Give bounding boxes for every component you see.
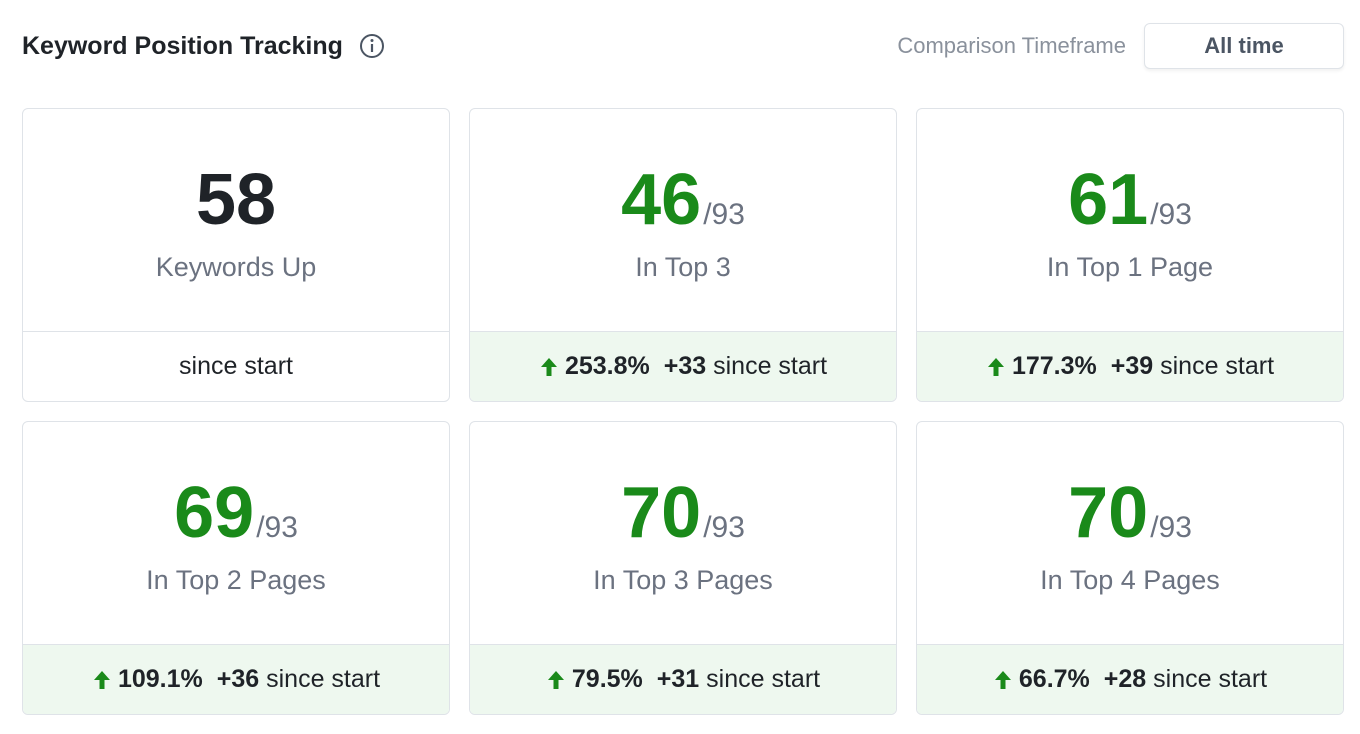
up-arrow <box>540 357 557 376</box>
footer-text: since start <box>1153 665 1268 693</box>
metric-value: 58 <box>195 159 277 240</box>
metric-total: /93 <box>256 510 298 544</box>
value-row: 70/93 <box>621 477 745 557</box>
card-footer: 177.3% +39 since start <box>917 332 1343 401</box>
spacer <box>259 665 266 694</box>
value-row: 61/93 <box>1068 164 1192 244</box>
metric-label: Keywords Up <box>155 251 317 282</box>
metric-value: 70 <box>1068 472 1149 553</box>
metric-label: In Top 3 Pages <box>593 564 773 595</box>
spacer <box>706 352 713 381</box>
header: Keyword Position Tracking Comparison Tim… <box>22 22 1344 70</box>
metric-label: In Top 3 <box>635 251 731 282</box>
timeframe-label: Comparison Timeframe <box>897 33 1126 58</box>
change-delta: +33 <box>663 352 707 380</box>
metric-card: 70/93 In Top 4 Pages 66.7% +28 since start <box>916 421 1344 715</box>
card-body: 61/93 In Top 1 Page <box>917 109 1343 332</box>
metric-card: 61/93 In Top 1 Page 177.3% +39 since start <box>916 108 1344 402</box>
metric-card: 58 Keywords Up since start <box>22 108 450 402</box>
card-body: 58 Keywords Up <box>23 109 449 332</box>
change-percent: 253.8% <box>564 352 650 380</box>
value-row: 69/93 <box>174 477 298 557</box>
metric-value: 70 <box>621 472 702 553</box>
change-percent: 79.5% <box>571 665 643 693</box>
card-footer: 253.8% +33 since start <box>470 332 896 401</box>
footer-text: since start <box>179 352 293 380</box>
metric-card: 46/93 In Top 3 253.8% +33 since start <box>469 108 897 402</box>
card-footer: since start <box>23 332 449 401</box>
change-percent: 66.7% <box>1018 665 1090 693</box>
metric-card: 70/93 In Top 3 Pages 79.5% +31 since start <box>469 421 897 715</box>
footer-text: since start <box>713 352 828 380</box>
footer-text: since start <box>706 665 821 693</box>
value-row: 70/93 <box>1068 477 1192 557</box>
up-arrow <box>994 670 1011 689</box>
metric-label: In Top 1 Page <box>1046 251 1214 282</box>
footer-text: since start <box>266 665 381 693</box>
metric-total: /93 <box>703 510 745 544</box>
card-footer: 66.7% +28 since start <box>917 645 1343 714</box>
metric-value: 61 <box>1068 159 1149 240</box>
metric-label: In Top 2 Pages <box>146 564 326 595</box>
card-grid: 58 Keywords Up since start 46/93 In Top 3 253… <box>22 108 1344 715</box>
change-delta: +36 <box>216 665 260 693</box>
change-delta: +28 <box>1103 665 1147 693</box>
card-body: 69/93 In Top 2 Pages <box>23 422 449 645</box>
metric-total: /93 <box>703 197 745 231</box>
metric-total: /93 <box>1150 197 1192 231</box>
change-percent: 109.1% <box>117 665 203 693</box>
metric-value: 46 <box>621 159 702 240</box>
change-percent: 177.3% <box>1011 352 1097 380</box>
spacer <box>699 665 706 694</box>
value-row: 58 <box>196 164 276 244</box>
value-row: 46/93 <box>621 164 745 244</box>
timeframe-button[interactable]: All time <box>1144 23 1344 69</box>
card-body: 70/93 In Top 4 Pages <box>917 422 1343 645</box>
metric-card: 69/93 In Top 2 Pages 109.1% +36 since start <box>22 421 450 715</box>
up-arrow <box>93 670 110 689</box>
up-arrow <box>547 670 564 689</box>
page-title: Keyword Position Tracking <box>22 31 343 60</box>
card-body: 46/93 In Top 3 <box>470 109 896 332</box>
up-arrow <box>987 357 1004 376</box>
card-footer: 109.1% +36 since start <box>23 645 449 714</box>
metric-label: In Top 4 Pages <box>1040 564 1220 595</box>
spacer <box>1146 665 1153 694</box>
card-body: 70/93 In Top 3 Pages <box>470 422 896 645</box>
footer-text: since start <box>1160 352 1275 380</box>
card-footer: 79.5% +31 since start <box>470 645 896 714</box>
change-delta: +31 <box>656 665 700 693</box>
change-delta: +39 <box>1110 352 1154 380</box>
spacer <box>1153 352 1160 381</box>
info-icon[interactable] <box>359 33 385 59</box>
metric-value: 69 <box>174 472 255 553</box>
metric-total: /93 <box>1150 510 1192 544</box>
